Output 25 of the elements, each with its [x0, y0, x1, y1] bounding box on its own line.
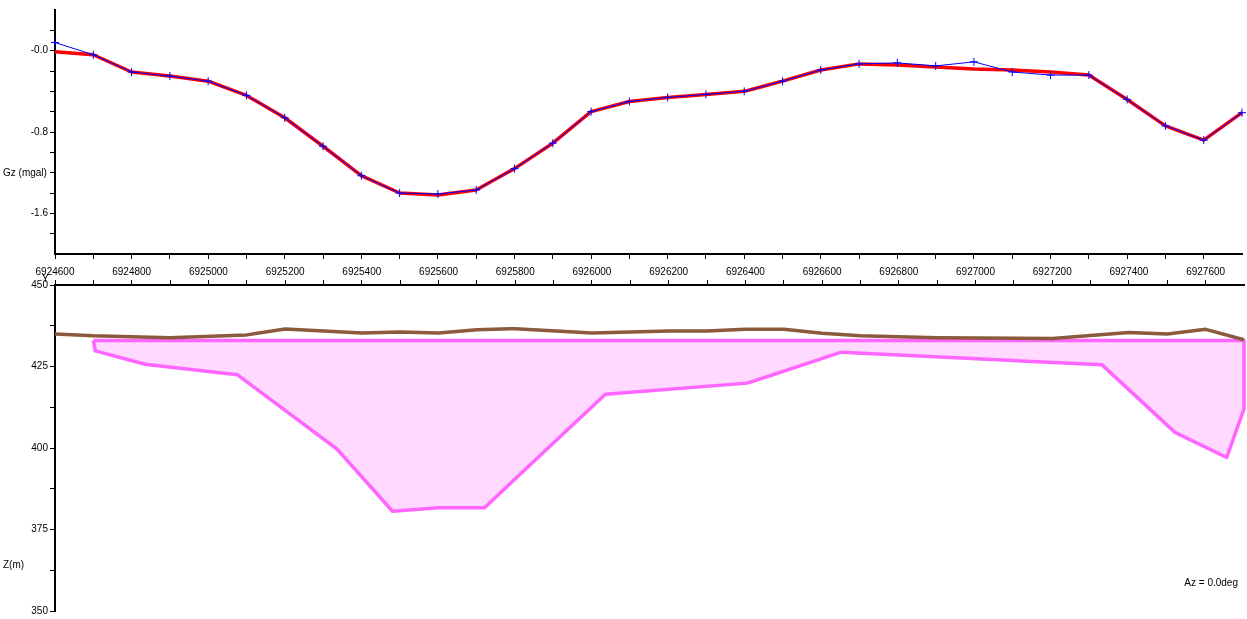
x-tick-label: 6926200	[649, 265, 689, 277]
x-tick-label: 6926600	[802, 265, 842, 277]
y-tick-label: 400	[31, 441, 49, 453]
y-tick-label: 375	[31, 523, 49, 535]
y-axis-title: Z(m)	[3, 559, 25, 571]
x-tick-label: 6925800	[495, 265, 536, 277]
x-tick-label: 6926800	[879, 265, 919, 277]
x-tick-label: 6925600	[419, 265, 459, 277]
x-tick-label: 6924800	[112, 265, 152, 277]
y-tick-label: -0.0	[30, 44, 49, 56]
y-tick-label: 350	[31, 604, 49, 616]
x-tick-label: 6927600	[1186, 265, 1226, 277]
x-tick-label: 6926000	[572, 265, 612, 277]
x-tick-label: 6927400	[1109, 265, 1149, 277]
x-tick-label: 6925200	[265, 265, 306, 277]
x-tick-label: 6927200	[1032, 265, 1073, 277]
annotation: Az = 0.0deg	[1184, 576, 1238, 588]
y-axis-title: Gz (mgal)	[3, 167, 47, 179]
y-tick-label: -0.8	[30, 125, 49, 137]
y-tick-label: -1.6	[30, 207, 49, 219]
x-tick-label: 6927000	[956, 265, 996, 277]
x-tick-label: 6926400	[725, 265, 766, 277]
x-tick-label: 6925400	[342, 265, 382, 277]
y-tick-label: 425	[31, 360, 49, 372]
x-tick-label: 6925000	[188, 265, 229, 277]
